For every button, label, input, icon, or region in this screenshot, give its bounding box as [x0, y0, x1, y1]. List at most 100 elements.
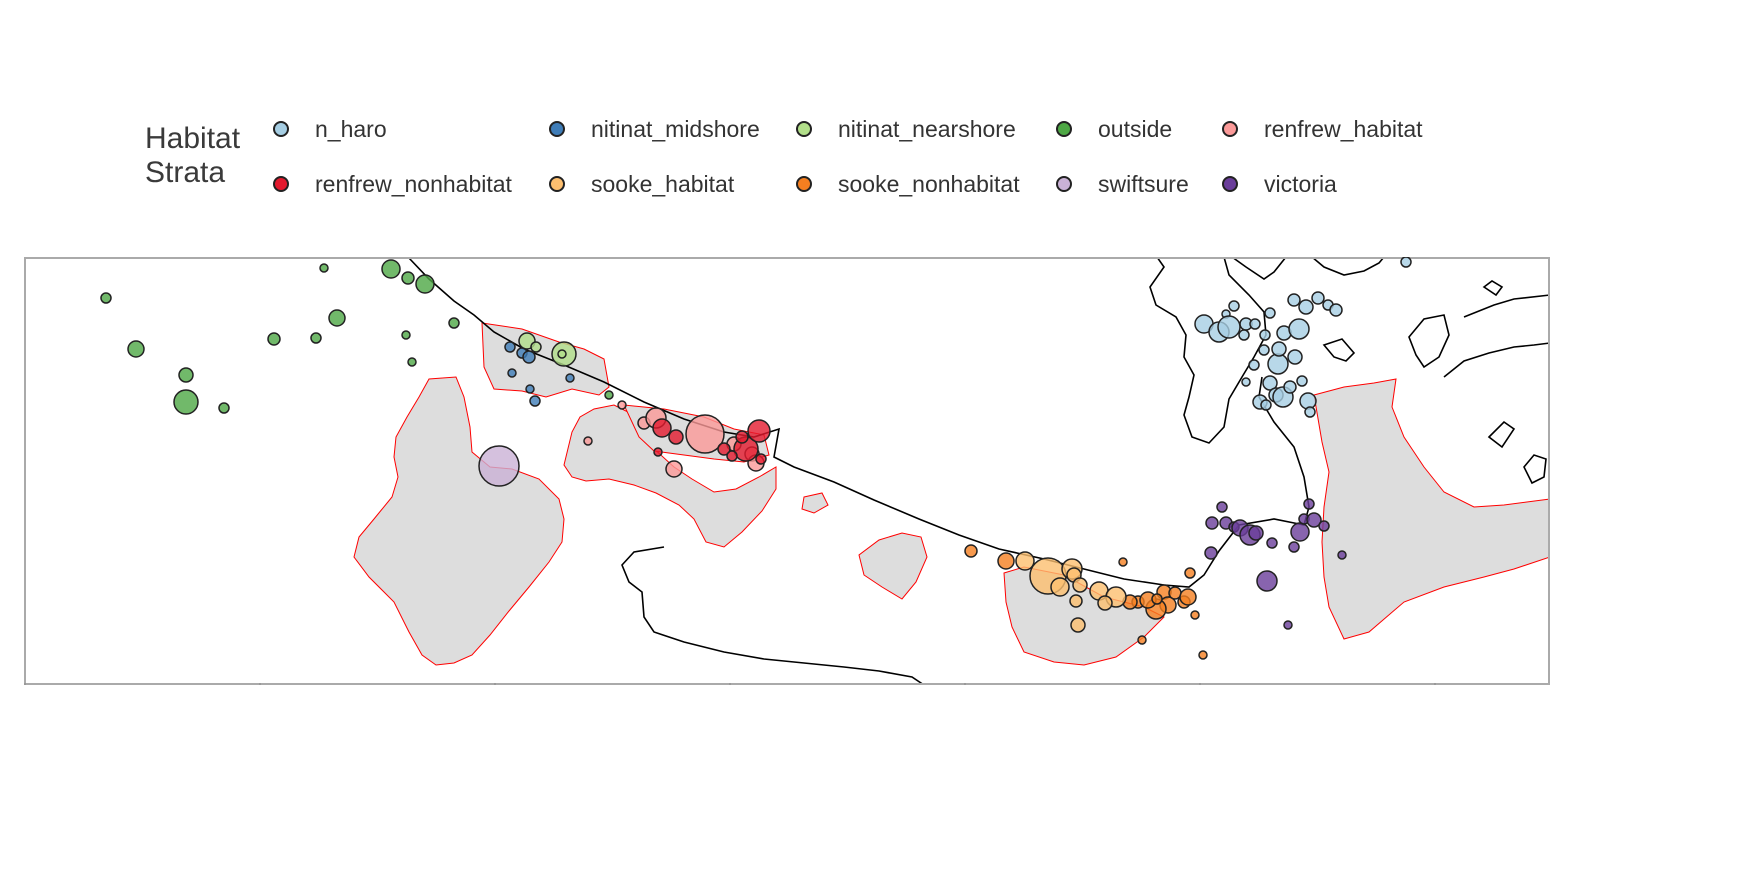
- legend-label: sooke_habitat: [591, 170, 735, 197]
- sample-point-sooke-nonhabitat: [1118, 557, 1128, 567]
- legend-item-n-haro: n_haro: [273, 114, 387, 144]
- sample-point-outside: [218, 402, 230, 414]
- sample-point-victoria: [1256, 570, 1278, 592]
- sample-point-nitinat-midshore: [507, 368, 517, 378]
- sample-point-n-haro: [1217, 315, 1241, 339]
- habitat-polygon-mid-islet: [801, 492, 829, 514]
- sample-point-outside: [178, 367, 194, 383]
- sample-point-n-haro: [1271, 341, 1287, 357]
- sample-point-victoria: [1318, 520, 1330, 532]
- sample-point-victoria: [1266, 537, 1278, 549]
- sample-point-n-haro: [1288, 318, 1310, 340]
- habitat-polygon-nitinat: [481, 322, 610, 398]
- sample-point-n-haro: [1311, 291, 1325, 305]
- sample-point-sooke-nonhabitat: [1190, 610, 1200, 620]
- sample-point-victoria: [1337, 550, 1347, 560]
- sample-point-n-haro: [1264, 307, 1276, 319]
- sample-point-victoria: [1288, 541, 1300, 553]
- legend-label: nitinat_nearshore: [838, 115, 1016, 142]
- sample-point-renfrew-habitat: [583, 436, 593, 446]
- sample-point-nitinat-midshore: [504, 341, 516, 353]
- legend-item-renfrew-nonhabitat: renfrew_nonhabitat: [273, 169, 512, 199]
- sample-point-sooke-habitat: [1050, 577, 1070, 597]
- sample-point-sooke-habitat: [1015, 551, 1035, 571]
- sample-point-n-haro: [1262, 375, 1278, 391]
- habitat-polygon-east: [1313, 378, 1550, 640]
- sample-point-n-haro: [1400, 257, 1412, 268]
- sample-point-renfrew-nonhabitat: [726, 450, 738, 462]
- sample-point-n-haro: [1296, 375, 1308, 387]
- axis-ticks: [24, 683, 1436, 685]
- sample-point-outside: [407, 357, 417, 367]
- legend-key-victoria: [1222, 176, 1238, 192]
- sample-point-sooke-habitat: [1097, 595, 1113, 611]
- legend-item-renfrew-habitat: renfrew_habitat: [1222, 114, 1423, 144]
- legend-key-renfrew-habitat: [1222, 121, 1238, 137]
- map-frame-border: [24, 257, 1550, 685]
- legend-key-swiftsure: [1056, 176, 1072, 192]
- sample-point-renfrew-habitat: [617, 400, 627, 410]
- sample-point-victoria: [1290, 522, 1310, 542]
- sample-point-swiftsure: [478, 445, 520, 487]
- coastline-south-shore: [621, 546, 925, 685]
- sample-point-victoria: [1204, 546, 1218, 560]
- sample-point-sooke-nonhabitat: [1168, 586, 1182, 600]
- sample-point-n-haro: [1283, 380, 1297, 394]
- sample-point-renfrew-nonhabitat: [653, 447, 663, 457]
- legend-label: outside: [1098, 115, 1173, 142]
- sample-point-nitinat-midshore: [529, 395, 541, 407]
- legend-label: swiftsure: [1098, 170, 1189, 197]
- sample-point-renfrew-nonhabitat: [652, 418, 672, 438]
- sample-point-n-haro: [1259, 329, 1271, 341]
- sample-point-n-haro: [1329, 303, 1343, 317]
- sample-point-nitinat-nearshore: [557, 349, 567, 359]
- legend-item-sooke-nonhabitat: sooke_nonhabitat: [796, 169, 1020, 199]
- sample-point-sooke-habitat: [1069, 594, 1083, 608]
- sample-point-nitinat-nearshore: [530, 341, 542, 353]
- map-canvas: [24, 257, 1550, 685]
- legend-item-nitinat-midshore: nitinat_midshore: [549, 114, 760, 144]
- legend-key-nitinat-midshore: [549, 121, 565, 137]
- sample-point-renfrew-nonhabitat: [755, 453, 767, 465]
- sample-point-n-haro: [1287, 293, 1301, 307]
- sample-point-outside: [328, 309, 346, 327]
- sample-point-nitinat-midshore: [565, 373, 575, 383]
- sample-point-renfrew-habitat: [665, 460, 683, 478]
- sample-point-n-haro: [1267, 353, 1289, 375]
- sample-point-outside: [319, 263, 329, 273]
- sample-point-victoria: [1303, 498, 1315, 510]
- sample-point-renfrew-nonhabitat: [747, 419, 771, 443]
- sample-point-n-haro: [1298, 299, 1314, 315]
- sample-point-sooke-nonhabitat: [1184, 567, 1196, 579]
- sample-point-outside: [127, 340, 145, 358]
- sample-point-outside: [381, 259, 401, 279]
- sample-point-n-haro: [1238, 329, 1250, 341]
- sample-point-n-haro: [1299, 392, 1317, 410]
- sample-point-outside: [173, 389, 199, 415]
- sample-point-outside: [401, 271, 415, 285]
- legend-title-line-1: Habitat: [145, 122, 241, 155]
- legend-label: renfrew_habitat: [1264, 115, 1423, 142]
- legend-item-nitinat-nearshore: nitinat_nearshore: [796, 114, 1016, 144]
- sample-point-victoria: [1306, 512, 1322, 528]
- legend-key-renfrew-nonhabitat: [273, 176, 289, 192]
- legend-key-nitinat-nearshore: [796, 121, 812, 137]
- sample-point-victoria: [1205, 516, 1219, 530]
- sample-point-renfrew-nonhabitat: [717, 442, 731, 456]
- sample-point-n-haro: [1258, 344, 1270, 356]
- sample-point-victoria: [1248, 525, 1264, 541]
- legend-key-n-haro: [273, 121, 289, 137]
- legend-item-victoria: victoria: [1222, 169, 1337, 199]
- sample-point-nitinat-midshore: [522, 350, 536, 364]
- sample-points: [100, 257, 1412, 660]
- sample-point-sooke-habitat: [1072, 577, 1088, 593]
- sample-point-n-haro: [1228, 300, 1240, 312]
- sample-point-outside: [310, 332, 322, 344]
- sample-point-outside: [448, 317, 460, 329]
- sample-point-renfrew-nonhabitat: [668, 429, 684, 445]
- map-legend: Habitat Strata n_haro nitinat_midshore n…: [145, 110, 1545, 220]
- sample-point-renfrew-nonhabitat: [735, 430, 749, 444]
- legend-label: sooke_nonhabitat: [838, 170, 1020, 197]
- sample-point-nitinat-midshore: [525, 384, 535, 394]
- sample-point-n-haro: [1260, 399, 1272, 411]
